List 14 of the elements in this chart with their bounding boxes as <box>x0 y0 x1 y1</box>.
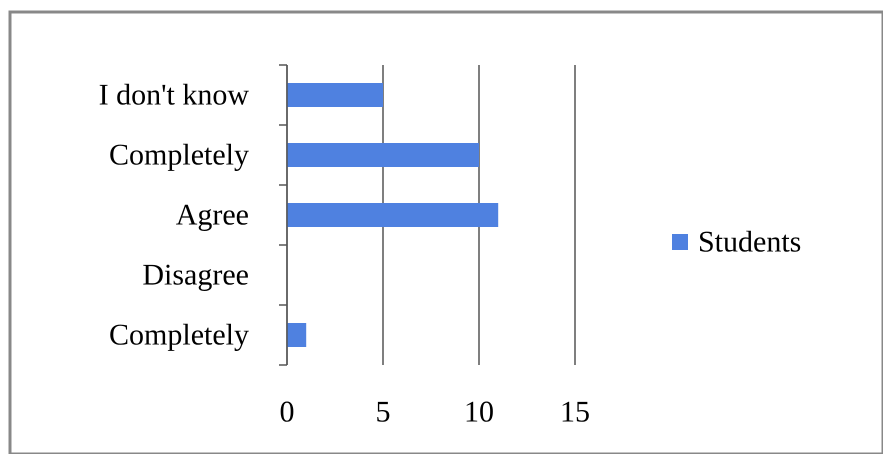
y-tick-label: Completely <box>109 318 249 352</box>
bar <box>287 143 479 167</box>
legend-label: Students <box>698 226 802 258</box>
x-tick-label: 0 <box>280 396 294 428</box>
y-tick-label: I don't know <box>98 78 250 112</box>
bar <box>287 83 383 107</box>
y-tick-label: Completely <box>109 138 249 172</box>
y-tick-label: Disagree <box>142 258 249 292</box>
x-tick-label: 10 <box>464 396 494 428</box>
x-tick-label: 15 <box>560 396 590 428</box>
y-tick-label: Agree <box>176 198 249 232</box>
x-tick-label: 5 <box>376 396 390 428</box>
bar <box>287 323 306 347</box>
bar <box>287 203 498 227</box>
